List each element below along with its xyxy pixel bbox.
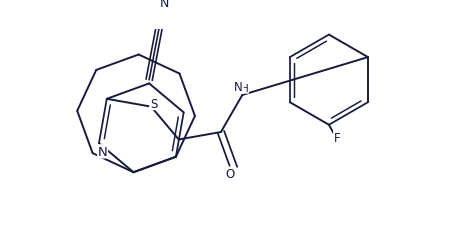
Text: O: O xyxy=(225,167,234,180)
Text: H: H xyxy=(241,84,248,94)
Text: F: F xyxy=(334,131,340,144)
Text: N: N xyxy=(234,81,243,94)
Text: S: S xyxy=(150,97,157,110)
Text: N: N xyxy=(160,0,169,10)
Text: N: N xyxy=(98,145,108,158)
